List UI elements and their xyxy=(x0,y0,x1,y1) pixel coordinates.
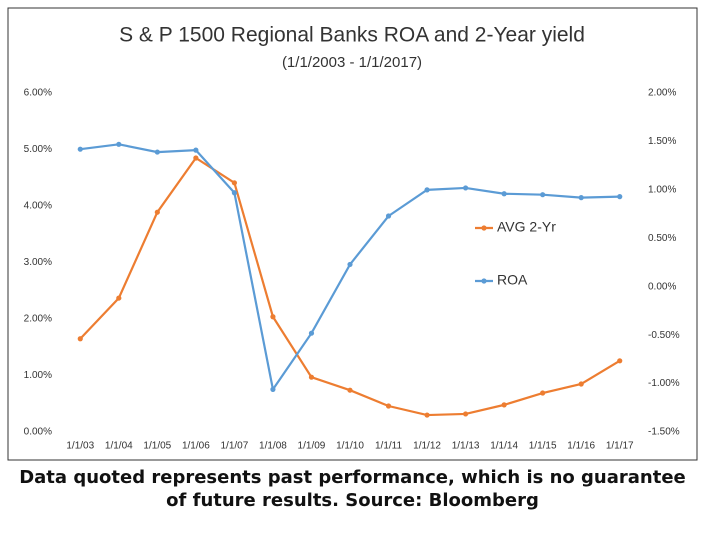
x-tick-label: 1/1/03 xyxy=(66,441,94,452)
point xyxy=(308,374,315,380)
point xyxy=(617,194,623,200)
y-tick-label: -1.00% xyxy=(648,378,680,389)
point xyxy=(385,403,392,409)
point xyxy=(231,190,237,196)
y-tick-label: 3.00% xyxy=(24,257,52,268)
x-tick-label: 1/1/08 xyxy=(259,441,287,452)
chart-subtitle: (1/1/2003 - 1/1/2017) xyxy=(282,54,422,71)
legend-dot xyxy=(481,225,487,231)
point xyxy=(463,185,469,191)
chart: S & P 1500 Regional Banks ROA and 2-Year… xyxy=(7,7,698,461)
point xyxy=(77,146,83,152)
y-tick-label: 1.50% xyxy=(648,136,676,147)
point xyxy=(347,387,353,393)
point xyxy=(540,390,546,396)
x-tick-label: 1/1/12 xyxy=(413,441,441,452)
x-tick-label: 1/1/06 xyxy=(182,441,210,452)
y-tick-label: 2.00% xyxy=(24,314,52,325)
point xyxy=(77,336,83,342)
y-tick-label: 6.00% xyxy=(24,88,52,99)
y-tick-label: 1.00% xyxy=(24,370,52,381)
point xyxy=(270,314,276,320)
y-tick-label: 0.00% xyxy=(648,281,676,292)
x-tick-label: 1/1/05 xyxy=(143,441,171,452)
y-tick-label: 0.50% xyxy=(648,233,676,244)
x-tick-label: 1/1/15 xyxy=(529,441,557,452)
y-tick-label: 5.00% xyxy=(24,144,52,155)
x-tick-label: 1/1/09 xyxy=(298,441,326,452)
chart-title: S & P 1500 Regional Banks ROA and 2-Year… xyxy=(119,24,585,47)
point xyxy=(424,412,430,418)
point xyxy=(270,386,276,392)
x-tick-label: 1/1/04 xyxy=(105,441,133,452)
point xyxy=(193,155,199,161)
y-tick-label: 2.00% xyxy=(648,88,676,99)
point xyxy=(424,187,430,193)
point xyxy=(501,191,507,197)
y-tick-label: -1.50% xyxy=(648,427,680,438)
x-tick-label: 1/1/16 xyxy=(567,441,595,452)
point xyxy=(116,295,122,301)
point xyxy=(193,147,199,153)
x-tick-label: 1/1/11 xyxy=(375,441,402,452)
point xyxy=(501,402,507,408)
legend-label: AVG 2-Yr xyxy=(497,219,556,235)
point xyxy=(154,209,160,215)
point xyxy=(578,381,584,387)
legend-dot xyxy=(481,278,487,284)
point xyxy=(154,149,160,155)
y-tick-label: 0.00% xyxy=(24,427,52,438)
point xyxy=(116,141,122,147)
legend-label: ROA xyxy=(497,272,528,288)
y-tick-label: 1.00% xyxy=(648,184,676,195)
point xyxy=(347,261,353,268)
point xyxy=(578,195,584,201)
point xyxy=(540,192,546,198)
footnote: Data quoted represents past performance,… xyxy=(19,467,686,511)
point xyxy=(463,411,469,417)
point xyxy=(231,180,237,186)
x-tick-label: 1/1/10 xyxy=(336,441,364,452)
x-tick-label: 1/1/17 xyxy=(606,441,634,452)
x-tick-label: 1/1/07 xyxy=(220,441,248,452)
point xyxy=(308,330,315,336)
x-tick-label: 1/1/14 xyxy=(490,441,518,452)
point xyxy=(617,358,623,364)
x-tick-label: 1/1/13 xyxy=(452,441,480,452)
y-tick-label: -0.50% xyxy=(648,330,680,341)
point xyxy=(385,213,392,219)
y-tick-label: 4.00% xyxy=(24,201,52,212)
